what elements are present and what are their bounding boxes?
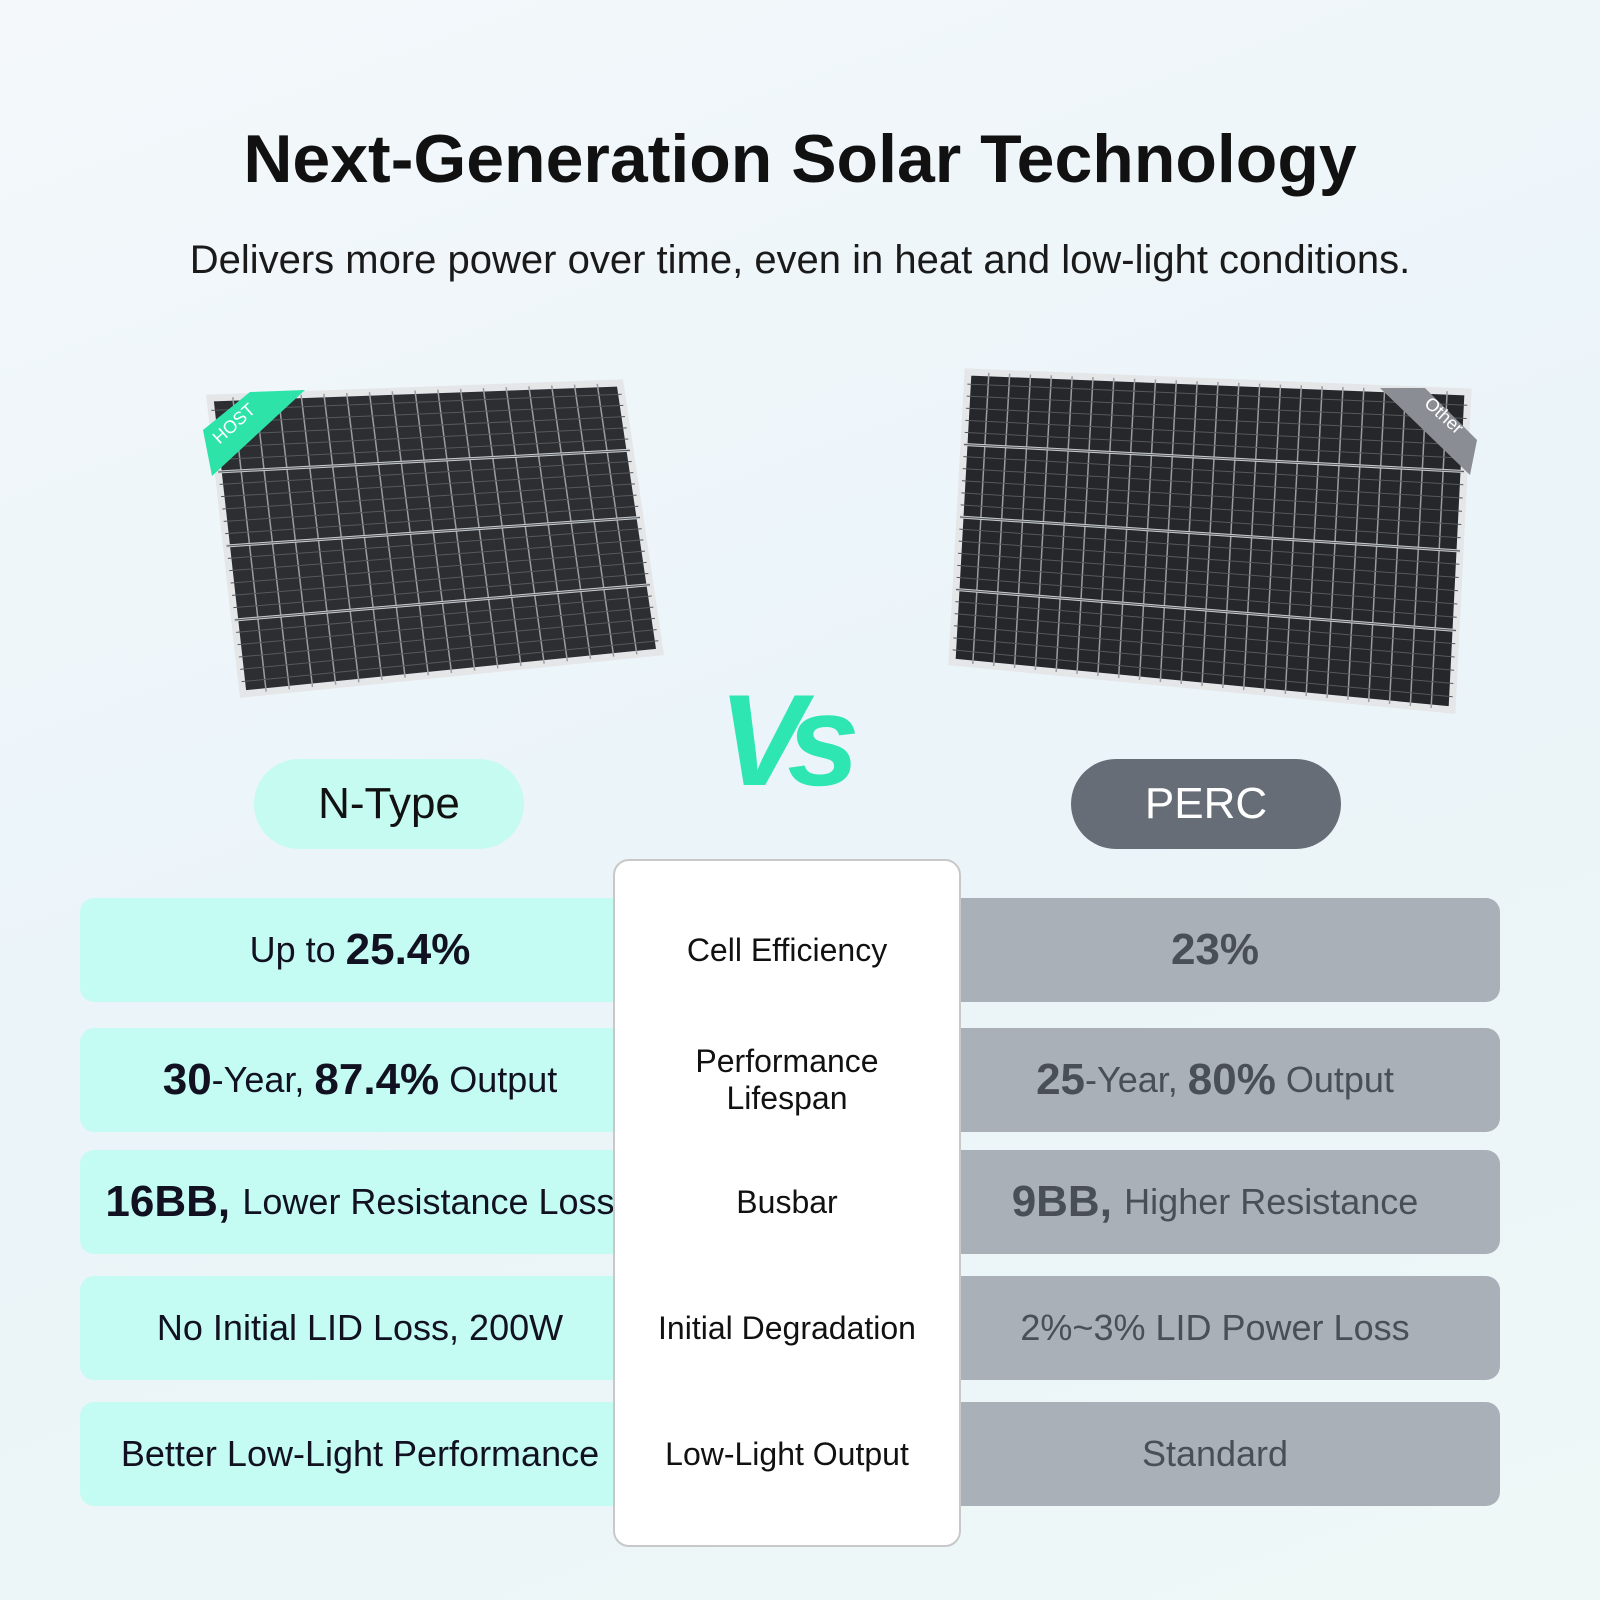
cell-line — [965, 407, 1467, 433]
cell-line — [957, 552, 1459, 592]
cell-line — [230, 550, 646, 584]
cell-line — [223, 494, 637, 522]
cell-line — [962, 468, 1463, 499]
title: Next-Generation Solar Technology — [243, 121, 1357, 197]
cell-line — [222, 483, 636, 510]
cell-line — [955, 589, 1457, 631]
cell-line — [953, 637, 1454, 684]
badge — [1380, 388, 1477, 475]
cell-line — [225, 505, 639, 535]
cell-line — [216, 438, 629, 461]
cell-line — [959, 528, 1460, 565]
cell-line — [956, 576, 1457, 618]
cell-line — [214, 416, 626, 436]
cell-text: 2%~3% LID Power Loss — [1020, 1307, 1410, 1348]
cell-line — [955, 601, 1456, 645]
cell-text: No Initial LID Loss, 200W — [156, 1307, 564, 1348]
cell-line — [967, 383, 1468, 406]
cell-text: 16BB, — [105, 1177, 243, 1226]
cell-text: -Year, — [211, 1059, 315, 1100]
feature-label: Initial Degradation — [658, 1309, 916, 1346]
cell-line — [240, 629, 657, 670]
cell-text: Lower Resistance Loss — [242, 1181, 615, 1222]
left-cell: Up to 25.4% — [80, 898, 640, 1002]
cell-text: Better Low-Light Performance — [120, 1433, 600, 1474]
cell-line — [963, 444, 1465, 472]
cell-text: 9BB, — [1011, 1177, 1125, 1226]
cell-line — [218, 449, 631, 473]
right-cell: 2%~3% LID Power Loss — [930, 1276, 1500, 1380]
cell-line — [238, 617, 656, 658]
right-cell: Standard — [930, 1402, 1500, 1506]
cell-text: Higher Resistance — [1124, 1181, 1419, 1222]
cell-line — [231, 561, 647, 596]
cell-line — [236, 595, 652, 633]
cell-line — [953, 625, 1455, 671]
panels: HOST Other — [203, 368, 1477, 714]
cell-line — [965, 419, 1466, 446]
left-cell: 30 -Year, 87.4% Output — [80, 1028, 640, 1132]
cell-line — [961, 480, 1463, 512]
cell-text: 30 — [162, 1055, 212, 1104]
column-label: PERC — [1071, 759, 1341, 849]
cell-line — [961, 492, 1462, 525]
cell-line — [957, 564, 1458, 605]
cell-line — [963, 456, 1464, 486]
cell-line — [227, 528, 642, 559]
cell-text: 25.4% — [345, 925, 471, 974]
cell-text: 25 — [1036, 1055, 1086, 1104]
cell-text: 23% — [1170, 925, 1260, 974]
cell-line — [954, 613, 1455, 658]
cell-text: Standard — [1141, 1433, 1289, 1474]
column-label: N-Type — [254, 759, 524, 849]
solar-panel — [948, 368, 1472, 714]
cell-line — [233, 573, 649, 609]
feature-label: Busbar — [736, 1183, 838, 1220]
cell-line — [959, 516, 1461, 552]
cell-line — [234, 584, 651, 621]
cell-line — [220, 472, 634, 498]
cell-line — [241, 640, 659, 683]
cell-line — [958, 540, 1459, 578]
cell-line — [960, 504, 1461, 539]
cell-line — [226, 517, 641, 547]
cell-text: Output — [1275, 1059, 1394, 1100]
cell-text: Output — [439, 1059, 558, 1100]
cell-line — [212, 404, 624, 424]
cell-line — [215, 427, 627, 448]
cell-line — [952, 649, 1453, 698]
cell-line — [966, 395, 1467, 419]
versus: Vs — [718, 667, 859, 813]
feature-label: Performance Lifespan — [695, 1043, 879, 1116]
right-cell: 25 -Year, 80% Output — [930, 1028, 1500, 1132]
solar-panel — [206, 379, 665, 698]
feature-column — [613, 859, 961, 1547]
feature-label: Low-Light Output — [665, 1435, 909, 1472]
subtitle: Delivers more power over time, even in h… — [189, 238, 1411, 282]
cell-text: 80% — [1187, 1055, 1276, 1104]
left-cell: No Initial LID Loss, 200W — [80, 1276, 640, 1380]
left-cell: 16BB, Lower Resistance Loss — [80, 1150, 640, 1254]
cell-line — [964, 431, 1465, 459]
right-cell: 23% — [930, 898, 1500, 1002]
cell-line — [219, 460, 632, 485]
cell-text: -Year, — [1085, 1059, 1188, 1100]
badge — [203, 390, 305, 476]
feature-label: Cell Efficiency — [686, 931, 888, 968]
right-cell: 9BB, Higher Resistance — [930, 1150, 1500, 1254]
cell-text: 87.4% — [314, 1055, 440, 1104]
cell-line — [237, 606, 654, 646]
left-cell: Better Low-Light Performance — [80, 1402, 640, 1506]
cell-line — [229, 539, 644, 572]
cell-text: Up to — [249, 929, 346, 970]
